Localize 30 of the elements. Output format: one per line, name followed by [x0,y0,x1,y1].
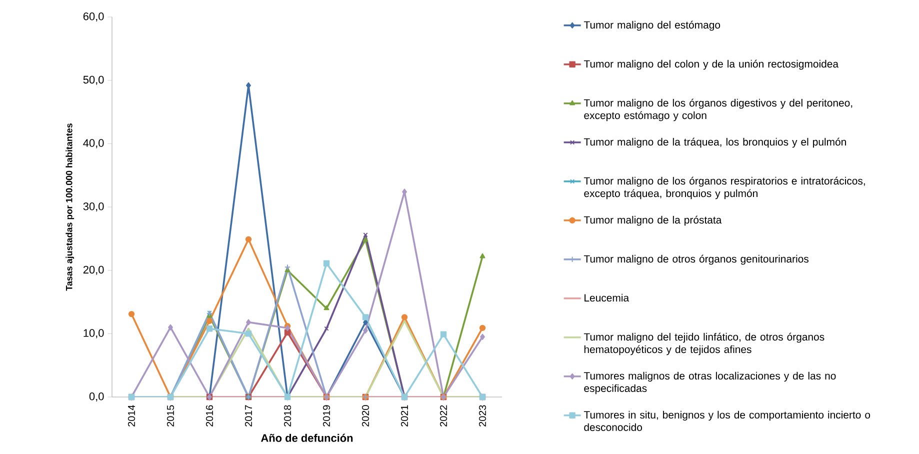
legend-label: Tumor maligno del colon y de la unión rectosigmoidea [584,60,839,70]
y-tick-label: 20,0 [83,266,104,275]
x-tick-label: 2015 [166,405,174,426]
y-tick-label: 0,0 [89,392,104,402]
y-tick-label: 40,0 [83,139,104,148]
legend-label: Tumor maligno del estómago [584,20,720,31]
x-tick-label: 2018 [284,405,292,426]
legend-label: Tumor maligno de otros órganos genitourinarios [584,254,808,265]
x-tick-label: 2014 [128,405,136,426]
x-tick-label: 2022 [440,405,448,426]
legend-label: Tumores malignos de otras localizaciones y de las no especificadas [584,372,836,394]
x-tick-label: 2020 [362,405,370,426]
y-axis-title: Tasas ajustadas por 100.000 habitantes [66,123,74,291]
legend-label: Tumor maligno de los órganos digestivos y del peritoneo, excepto estómago y colon [584,98,852,122]
y-tick-label: 10,0 [84,329,104,338]
x-tick-label: 2021 [400,405,408,426]
legend-label: Tumor maligno de la tráquea, los bronquios y el pulmón [584,138,846,148]
x-tick-label: 2016 [206,405,214,426]
legend-label: Tumor maligno de la próstata [584,216,722,226]
legend-label: Tumor maligno del tejido linfático, de otros órganos hematopoyéticos y de tejidos afines [584,332,824,356]
legend-label: Tumor maligno de los órganos respiratorios e intratorácicos, excepto tráquea, bronquios y pulmón [584,176,865,200]
y-tick-label: 60,0 [83,12,104,22]
y-tick-label: 30,0 [83,202,104,212]
x-tick-label: 2017 [244,405,252,426]
x-axis-title: Año de defunción [261,434,353,442]
y-tick-label: 50,0 [83,76,104,85]
x-tick-label: 2019 [322,405,330,426]
legend-label: Leucemia [584,294,630,302]
legend-label: Tumores in situ, benignos y los de comportamiento incierto o desconocido [584,410,870,432]
x-tick-label: 2023 [478,405,486,426]
